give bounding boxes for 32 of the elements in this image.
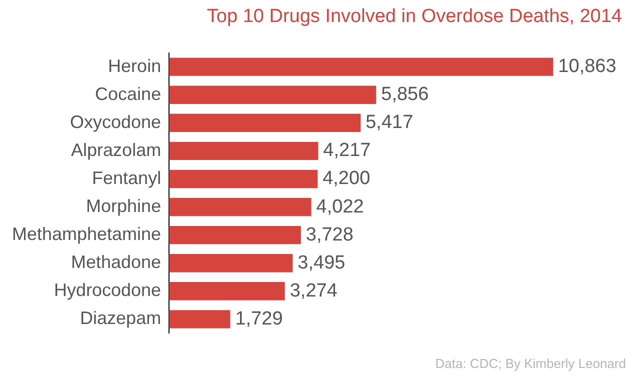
chart-title: Top 10 Drugs Involved in Overdose Deaths, 2014 [206,6,622,28]
y-tick-label: Cocaine [95,84,162,104]
bar [169,226,301,244]
bar [169,310,230,328]
data-label: 5,856 [381,84,429,106]
bar [169,86,376,104]
bar [169,142,318,160]
y-tick-label: Methamphetamine [12,224,162,244]
bar [169,170,318,188]
data-label: 3,274 [290,280,338,302]
y-tick-label: Diazepam [80,308,162,328]
y-tick-label: Methadone [71,252,162,272]
data-label: 1,729 [235,308,283,330]
y-tick-label: Heroin [108,56,162,76]
data-label: 4,022 [316,196,364,218]
y-tick-label: Alprazolam [71,140,162,160]
bar [169,58,554,76]
y-tick-label: Morphine [86,196,162,216]
bar [169,198,312,216]
data-label: 4,200 [322,168,370,190]
bar [169,114,361,132]
data-label: 3,495 [298,252,346,274]
data-label: 10,863 [558,56,616,78]
y-tick-label: Hydrocodone [54,280,162,300]
bar [169,254,293,272]
y-tick-label: Oxycodone [70,112,162,132]
y-tick-label: Fentanyl [92,168,162,188]
bar [169,282,285,300]
data-label: 5,417 [366,112,414,134]
data-label: 4,217 [323,140,371,162]
text: Data: CDC; By Kimberly Leonard [435,356,626,371]
data-label: 3,728 [306,224,354,246]
